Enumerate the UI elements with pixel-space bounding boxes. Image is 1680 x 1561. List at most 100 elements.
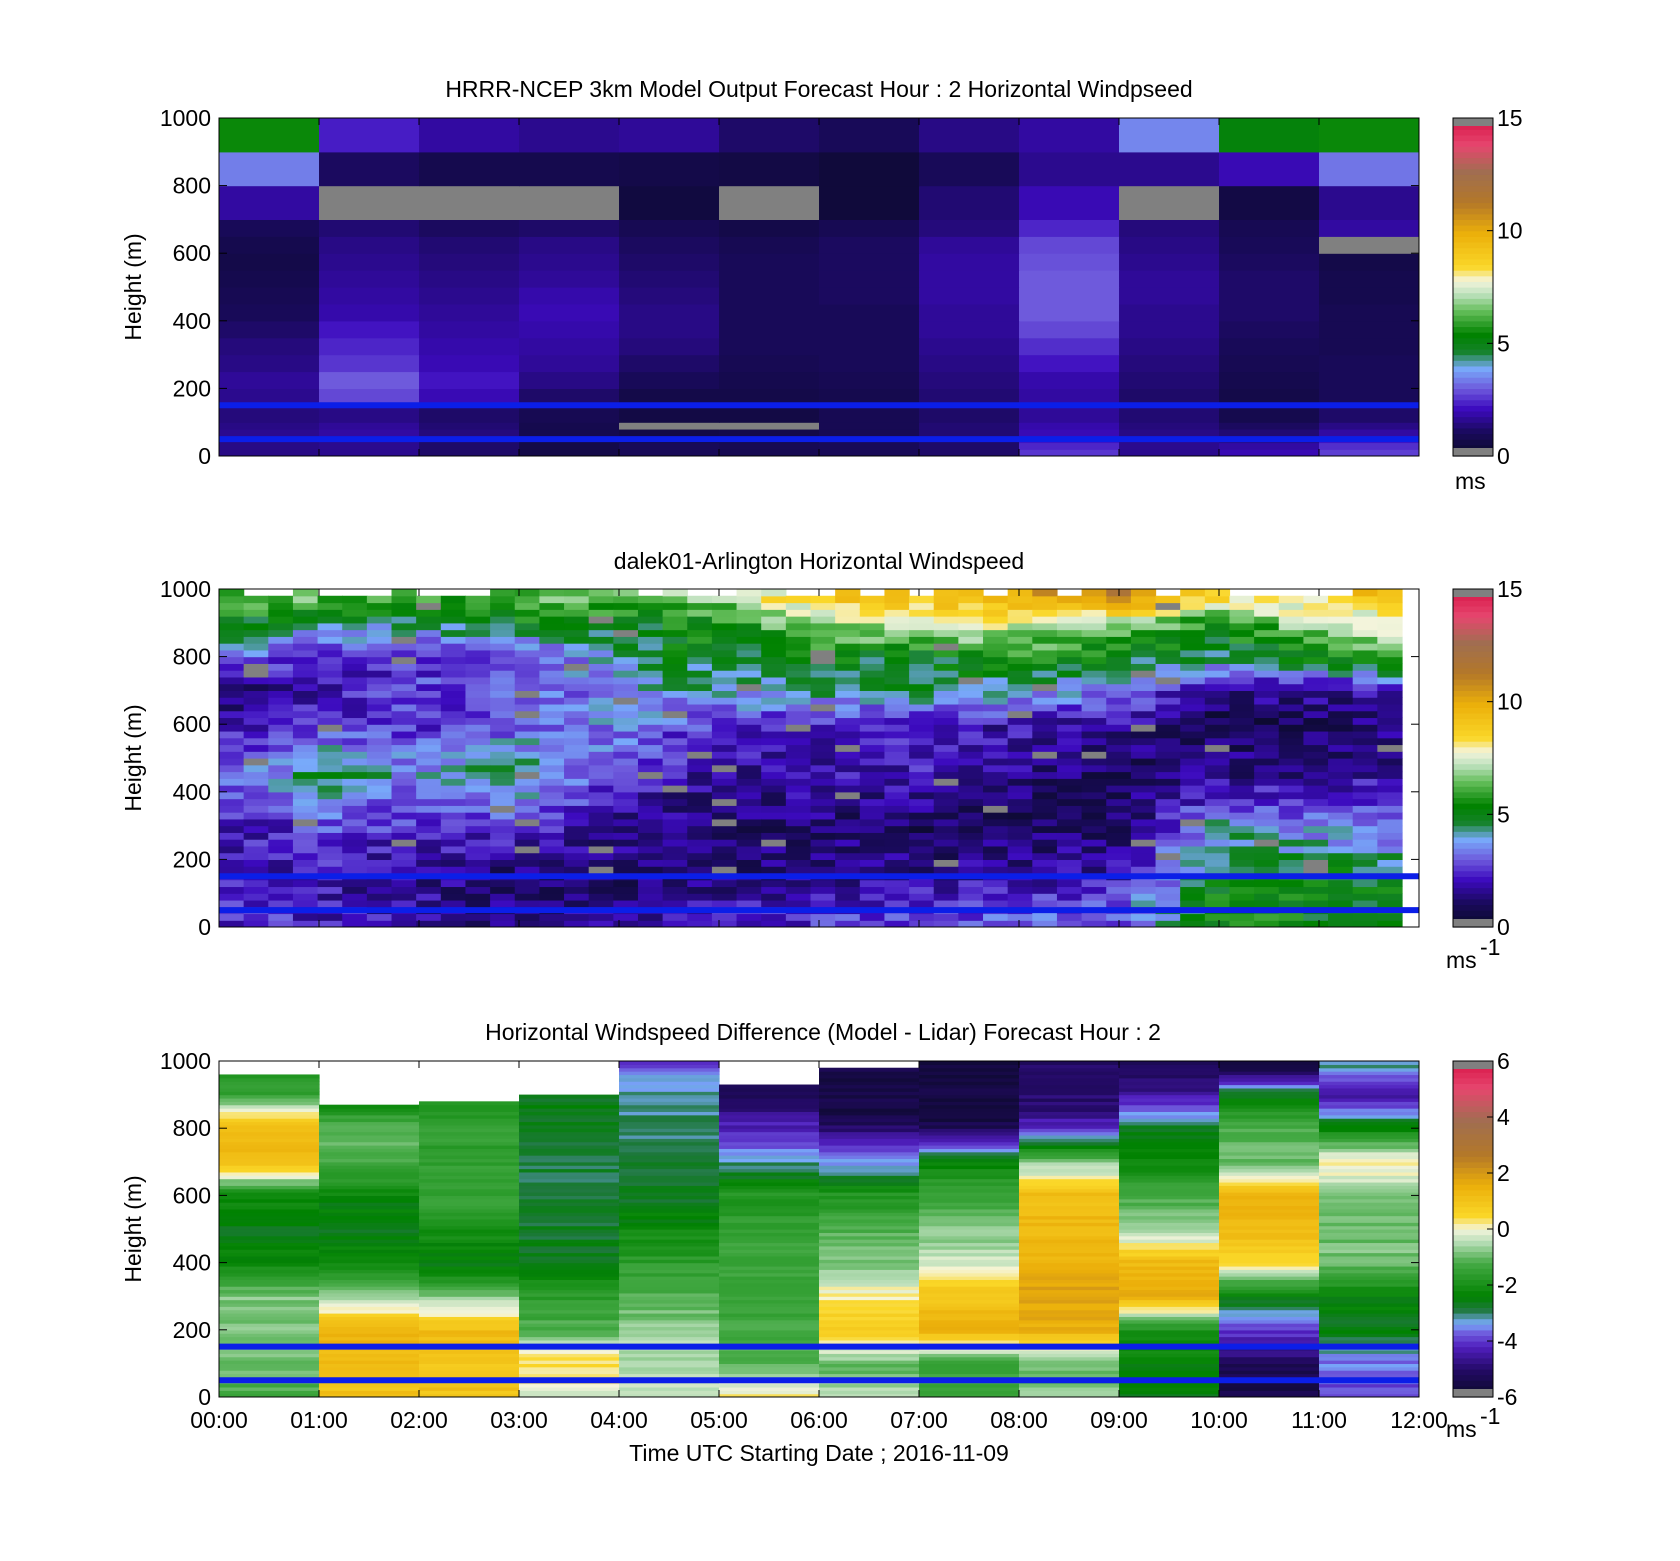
difference-cell bbox=[1219, 1255, 1320, 1260]
lidar-cell bbox=[1204, 893, 1231, 901]
lidar-cell bbox=[1303, 778, 1329, 786]
lidar-cell bbox=[366, 758, 393, 766]
difference-cell bbox=[1319, 1208, 1419, 1213]
difference-cell bbox=[1119, 1252, 1220, 1257]
difference-cell bbox=[719, 1302, 820, 1307]
difference-cell bbox=[319, 1141, 420, 1146]
difference-cell bbox=[1019, 1218, 1120, 1223]
difference-cell bbox=[919, 1339, 1020, 1344]
lidar-cell bbox=[711, 656, 738, 664]
lidar-cell bbox=[490, 643, 516, 651]
difference-cell bbox=[619, 1302, 720, 1307]
lidar-cell bbox=[1278, 710, 1305, 719]
lidar-cell bbox=[1056, 818, 1083, 827]
lidar-cell bbox=[490, 798, 516, 806]
difference-cell bbox=[1319, 1323, 1419, 1328]
lidar-cell bbox=[416, 778, 442, 786]
lidar-cell bbox=[613, 636, 639, 644]
difference-cell bbox=[419, 1360, 520, 1364]
lidar-cell bbox=[711, 886, 738, 894]
lidar-cell bbox=[687, 609, 713, 617]
difference-cell bbox=[1019, 1370, 1120, 1375]
lidar-cell bbox=[1254, 791, 1280, 800]
difference-cell bbox=[719, 1087, 820, 1092]
lidar-cell bbox=[983, 744, 1009, 752]
difference-cell bbox=[1119, 1151, 1220, 1156]
difference-cell bbox=[319, 1313, 420, 1317]
difference-cell bbox=[1219, 1084, 1320, 1089]
difference-cell bbox=[1319, 1282, 1419, 1287]
y-tick-label: 800 bbox=[173, 644, 211, 670]
lidar-cell bbox=[637, 710, 664, 719]
lidar-cell bbox=[933, 744, 959, 752]
model-cell bbox=[319, 287, 420, 305]
difference-cell bbox=[619, 1279, 720, 1284]
lidar-cell bbox=[1204, 589, 1231, 597]
difference-cell bbox=[719, 1323, 820, 1328]
lidar-cell bbox=[1032, 785, 1058, 793]
lidar-cell bbox=[1204, 913, 1231, 921]
lidar-cell bbox=[1032, 744, 1058, 752]
difference-cell bbox=[719, 1131, 820, 1136]
lidar-cell bbox=[588, 737, 614, 746]
difference-cell bbox=[619, 1356, 720, 1361]
model-cell bbox=[1319, 236, 1419, 254]
lidar-cell bbox=[1180, 683, 1206, 691]
lidar-cell bbox=[1352, 697, 1378, 705]
difference-cell bbox=[1319, 1390, 1419, 1395]
lidar-cell bbox=[1106, 771, 1132, 779]
lidar-cell bbox=[342, 703, 368, 712]
difference-cell bbox=[1219, 1198, 1320, 1203]
lidar-cell bbox=[687, 778, 713, 786]
difference-cell bbox=[819, 1373, 920, 1378]
lidar-cell bbox=[1081, 663, 1107, 671]
difference-cell bbox=[419, 1181, 520, 1186]
difference-cell bbox=[219, 1124, 320, 1129]
lidar-cell bbox=[292, 636, 319, 644]
difference-cell bbox=[1219, 1128, 1320, 1133]
lidar-cell bbox=[909, 602, 935, 610]
lidar-cell bbox=[637, 818, 664, 827]
difference-cell bbox=[719, 1212, 820, 1217]
difference-cell bbox=[819, 1218, 920, 1223]
lidar-cell bbox=[958, 758, 984, 766]
lidar-cell bbox=[317, 690, 343, 698]
lidar-cell bbox=[983, 670, 1009, 678]
difference-cell bbox=[219, 1279, 320, 1284]
difference-cell bbox=[1119, 1349, 1220, 1354]
lidar-cell bbox=[588, 913, 614, 921]
difference-cell bbox=[819, 1309, 920, 1314]
lidar-cell bbox=[983, 636, 1009, 644]
lidar-cell bbox=[391, 636, 417, 644]
lidar-cell bbox=[1155, 616, 1181, 624]
lidar-cell bbox=[1180, 859, 1206, 867]
lidar-cell bbox=[1180, 663, 1206, 671]
lidar-cell bbox=[366, 636, 393, 644]
difference-cell bbox=[1119, 1259, 1220, 1264]
lidar-cell bbox=[810, 812, 836, 820]
lidar-cell bbox=[440, 859, 467, 867]
lidar-cell bbox=[391, 764, 417, 773]
lidar-cell bbox=[1081, 899, 1107, 908]
lidar-cell bbox=[1278, 866, 1305, 874]
difference-cell bbox=[419, 1148, 520, 1153]
lidar-cell bbox=[1007, 778, 1033, 786]
lidar-cell bbox=[637, 859, 664, 867]
lidar-cell bbox=[465, 643, 491, 651]
lidar-cell bbox=[687, 825, 713, 833]
lidar-cell bbox=[1352, 703, 1378, 712]
lidar-cell bbox=[1377, 622, 1403, 631]
lidar-cell bbox=[317, 737, 343, 746]
x-tick-label: 02:00 bbox=[390, 1407, 448, 1433]
lidar-cell bbox=[785, 791, 812, 800]
lidar-cell bbox=[711, 710, 738, 719]
difference-cell bbox=[319, 1323, 420, 1328]
difference-cell bbox=[819, 1195, 920, 1200]
lidar-cell bbox=[292, 703, 319, 712]
lidar-cell bbox=[539, 724, 565, 732]
difference-cell bbox=[219, 1309, 320, 1314]
model-cell bbox=[319, 422, 420, 430]
lidar-cell bbox=[1328, 676, 1354, 685]
lidar-cell bbox=[761, 785, 787, 793]
lidar-cell bbox=[1377, 845, 1403, 854]
